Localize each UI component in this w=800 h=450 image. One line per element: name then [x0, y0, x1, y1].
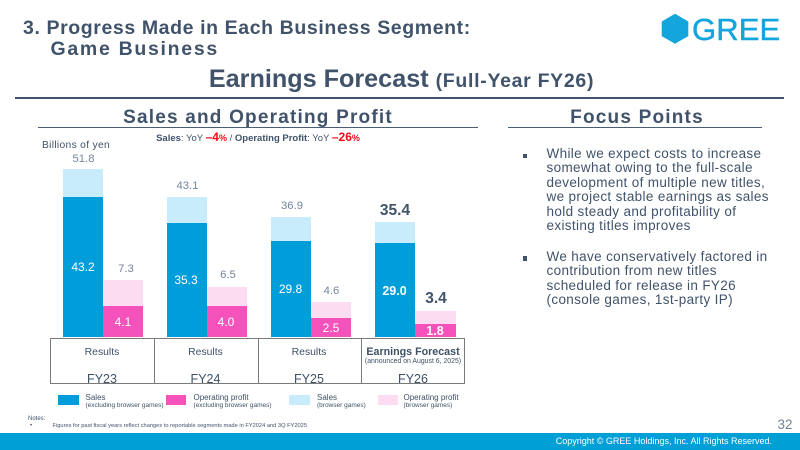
svg-text:GREE: GREE: [692, 12, 780, 46]
